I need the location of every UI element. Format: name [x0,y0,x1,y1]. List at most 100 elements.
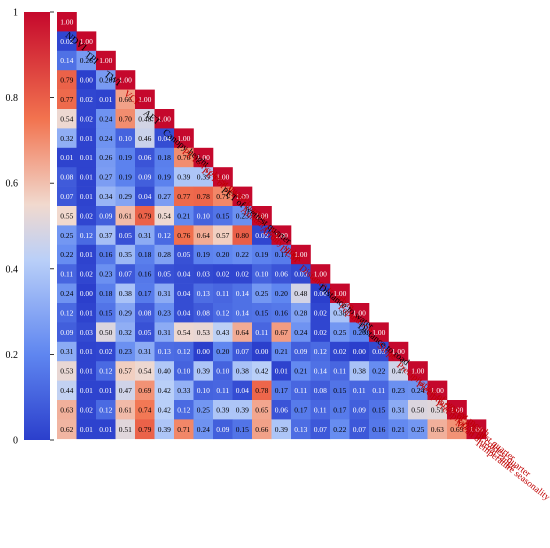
heatmap-cell [193,244,214,265]
cell-value: 0.12 [158,231,171,240]
heatmap-cell [310,341,331,362]
cell-value: 0.54 [177,328,190,337]
cell-value: 0.01 [80,250,93,259]
cell-value: 0.05 [177,250,190,259]
heatmap-cell [96,244,116,265]
cell-value: 0.20 [216,250,229,259]
heatmap-cell [96,147,116,168]
heatmap-cell [213,303,233,323]
heatmap-cell [135,186,155,207]
cell-value: 0.02 [314,308,327,317]
cell-value: 1.00 [314,270,327,279]
heatmap-cell [76,31,97,52]
heatmap-cell [252,380,272,401]
cell-value: 0.02 [333,347,346,356]
heatmap-cell [174,147,194,168]
cell-value: 0.19 [197,250,210,259]
heatmap-cell [76,167,97,187]
cell-value: 0.15 [236,425,249,434]
heatmap-cell [252,244,272,265]
cell-value: 0.79 [60,76,73,85]
heatmap-cell [115,128,136,149]
heatmap-cell [76,206,97,226]
heatmap-cell [427,380,448,401]
heatmap-cell [213,264,233,284]
cell-value: 0.14 [60,56,73,65]
cell-value: 0.79 [138,211,151,220]
heatmap-cell [135,147,155,168]
heatmap-cell [193,341,214,362]
heatmap-cell [447,419,467,440]
heatmap-cell [252,361,272,381]
cell-value: 0.38 [119,289,132,298]
cell-value: 0.16 [275,308,288,317]
heatmap-cell [447,400,467,420]
cell-value: 0.24 [197,425,210,434]
cell-value: 0.31 [392,405,405,414]
cell-value: 0.11 [255,328,268,337]
heatmap-cell [427,419,448,440]
heatmap-cell [174,128,194,149]
heatmap-cell [271,283,292,304]
heatmap-cell [271,264,292,284]
cell-value: 0.20 [275,289,288,298]
heatmap-cell [271,341,292,362]
cell-value: 0.80 [236,231,249,240]
cell-value: 0.39 [275,425,288,434]
heatmap-cell [369,419,389,440]
cell-value: 0.18 [158,153,171,162]
cell-value: 0.78 [197,192,210,201]
cell-value: 0.02 [216,270,229,279]
heatmap-cell [232,283,253,304]
cell-value: 0.46 [138,134,151,143]
cell-value: 0.17 [138,289,151,298]
heatmap-cell [154,380,175,401]
heatmap-cell [388,400,409,420]
heatmap-cell [57,380,77,401]
cell-value: 0.16 [99,250,112,259]
heatmap-cells: 1.00 0.02 1.00 0.14 0.26 1.00 0.79 0.00 0.26 1.00… [57,12,487,440]
cell-value: 1.00 [236,192,249,201]
cell-value: 0.11 [353,386,366,395]
cell-value: 0.78 [255,386,268,395]
colorbar-tick-label: 1 [13,8,18,19]
cell-value: 0.10 [177,367,190,376]
cell-value: 0.11 [333,367,346,376]
cell-value: 0.70 [119,114,132,123]
cell-value: 0.38 [236,367,249,376]
cell-value: 0.31 [60,347,73,356]
cell-value: 0.05 [138,328,151,337]
cell-value: 0.47 [392,367,405,376]
heatmap-cell [57,70,77,90]
heatmap-cell [291,361,311,381]
heatmap-cell [154,128,175,149]
heatmap-cell [174,206,194,226]
cell-value: 0.39 [197,173,210,182]
cell-value: 0.13 [197,289,210,298]
colorbar-tick-label: 0.2 [6,350,19,361]
cell-value: 0.31 [158,328,171,337]
heatmap-cell [154,400,175,420]
heatmap-cell [76,283,97,304]
cell-value: 0.12 [99,367,112,376]
heatmap-cell [213,283,233,304]
cell-value: 0.15 [216,211,229,220]
heatmap-cell [115,264,136,284]
cell-value: 0.06 [275,405,288,414]
heatmap-cell [193,206,214,226]
cell-value: 0.09 [294,347,307,356]
heatmap-cell [349,400,370,420]
cell-value: 0.19 [119,153,132,162]
cell-value: 0.69 [138,386,151,395]
heatmap-cell [135,225,155,246]
cell-value: 0.32 [119,328,132,337]
heatmap-cell [57,12,77,32]
cell-value: 0.35 [119,250,132,259]
heatmap-cell [310,361,331,381]
heatmap-cell [388,361,409,381]
cell-value: 0.05 [119,231,132,240]
cell-value: 1.00 [275,231,288,240]
cell-value: 0.04 [177,308,190,317]
cell-value: 0.39 [158,425,171,434]
heatmap-cell [57,361,77,381]
